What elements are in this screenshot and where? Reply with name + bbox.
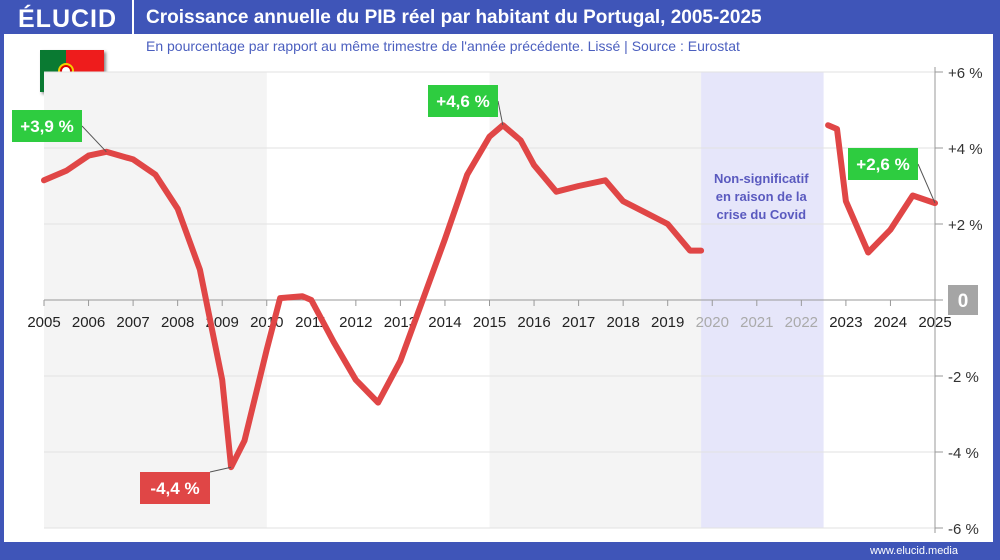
covid-note: en raison de la bbox=[716, 189, 808, 204]
x-tick-label: 2016 bbox=[517, 314, 550, 331]
annotation-label: +4,6 % bbox=[436, 92, 489, 111]
x-tick-label: 2025 bbox=[918, 314, 951, 331]
annotation-label: -4,4 % bbox=[150, 479, 199, 498]
chart-title: Croissance annuelle du PIB réel par habi… bbox=[146, 7, 762, 28]
x-tick-label: 2017 bbox=[562, 314, 595, 331]
annotation-leader bbox=[917, 163, 936, 204]
annotation-box bbox=[848, 148, 918, 180]
x-tick-label: 2015 bbox=[473, 314, 506, 331]
x-tick-label: 2019 bbox=[651, 314, 684, 331]
x-tick-label: 2024 bbox=[874, 314, 907, 331]
x-tick-label: 2022 bbox=[785, 314, 818, 331]
x-tick-label: 2005 bbox=[27, 314, 60, 331]
annotation-label: +3,9 % bbox=[20, 117, 73, 136]
y-tick-label: 0 bbox=[958, 291, 969, 312]
x-tick-label: 2018 bbox=[606, 314, 639, 331]
x-tick-label: 2020 bbox=[696, 314, 729, 331]
y-tick-label: -2 % bbox=[948, 369, 979, 386]
x-tick-label: 2006 bbox=[72, 314, 105, 331]
x-tick-label: 2012 bbox=[339, 314, 372, 331]
y-tick-label: +4 % bbox=[948, 141, 983, 158]
annotation-box bbox=[12, 110, 82, 142]
logo: ÉLUCID bbox=[18, 5, 118, 33]
divider bbox=[132, 0, 134, 34]
y-tick-label: -6 % bbox=[948, 521, 979, 538]
y-tick-label: +6 % bbox=[948, 65, 983, 82]
annotation-label: +2,6 % bbox=[856, 155, 909, 174]
covid-note: crise du Covid bbox=[716, 207, 806, 222]
x-tick-label: 2023 bbox=[829, 314, 862, 331]
data-line bbox=[825, 122, 938, 256]
annotation-leader bbox=[209, 466, 232, 473]
chart-subtitle: En pourcentage par rapport au même trime… bbox=[146, 38, 740, 54]
x-tick-label: 2007 bbox=[116, 314, 149, 331]
annotation-box bbox=[428, 85, 498, 117]
y-tick-label: +2 % bbox=[948, 217, 983, 234]
annotation-leader bbox=[497, 100, 504, 126]
x-tick-label: 2008 bbox=[161, 314, 194, 331]
covid-note: Non-significatif bbox=[714, 171, 809, 186]
x-tick-label: 2013 bbox=[384, 314, 417, 331]
y-tick-label: -4 % bbox=[948, 445, 979, 462]
x-tick-label: 2014 bbox=[428, 314, 461, 331]
site-url[interactable]: www.elucid.media bbox=[869, 545, 958, 557]
x-tick-label: 2010 bbox=[250, 314, 283, 331]
annotation-box bbox=[140, 472, 210, 504]
zero-badge bbox=[948, 285, 978, 315]
annotation-leader bbox=[81, 125, 107, 153]
x-tick-label: 2021 bbox=[740, 314, 773, 331]
data-line bbox=[41, 122, 705, 471]
